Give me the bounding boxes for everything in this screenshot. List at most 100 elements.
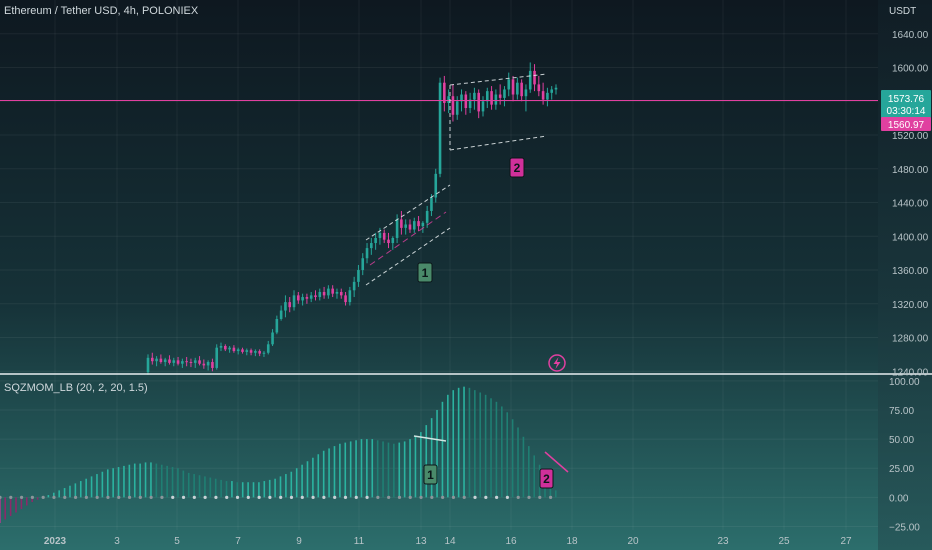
- momentum-bar: [220, 479, 222, 498]
- channel-1-midline[interactable]: [369, 211, 447, 266]
- time-tick-label: 25: [778, 536, 790, 547]
- candle-body: [511, 79, 515, 95]
- candle-body: [266, 344, 270, 353]
- momentum-bar: [447, 394, 449, 498]
- candle-body: [301, 297, 304, 301]
- candle: [150, 352, 154, 365]
- price-tick-label: 1600.00: [892, 64, 929, 75]
- momentum-bar: [263, 481, 266, 498]
- candle: [275, 315, 279, 335]
- candle-body: [215, 347, 219, 368]
- momentum-bar: [355, 440, 357, 498]
- momentum-bar: [344, 442, 347, 498]
- channel-2-upper[interactable]: [449, 73, 548, 86]
- candle: [357, 264, 360, 287]
- momentum-bar: [366, 439, 368, 498]
- squeeze-dot: [354, 495, 358, 499]
- momentum-bar: [139, 463, 141, 498]
- time-tick-label: 13: [415, 536, 427, 547]
- squeeze-dot: [149, 495, 153, 499]
- price-tick-label: 1400.00: [892, 232, 929, 243]
- candle-body: [443, 82, 446, 103]
- candle-body: [146, 357, 150, 373]
- channel-1-lower[interactable]: [365, 227, 451, 286]
- momentum-bar: [517, 427, 519, 498]
- price-tick-label: 1240.00: [892, 367, 929, 378]
- candle: [314, 290, 317, 301]
- momentum-bar: [555, 490, 557, 498]
- squeeze-dot: [203, 495, 207, 499]
- time-tick-label: 27: [840, 536, 852, 547]
- squeeze-dot: [19, 495, 24, 499]
- level-price-tag: 1560.97: [881, 117, 931, 131]
- candle: [421, 221, 425, 233]
- squeeze-dot: [343, 495, 348, 499]
- candle-body: [430, 197, 433, 211]
- momentum-divergence-line-pink[interactable]: [544, 451, 569, 473]
- candle: [503, 86, 506, 107]
- squeeze-dot: [289, 495, 294, 499]
- candle: [305, 293, 309, 304]
- candle: [258, 349, 261, 357]
- oscillator-axis[interactable]: 100.00 75.00 50.00 25.00 0.00 −25.00: [889, 377, 920, 534]
- momentum-bar: [414, 436, 417, 498]
- momentum-bar: [150, 462, 152, 498]
- candle-body: [473, 92, 476, 100]
- momentum-bar: [117, 467, 120, 498]
- channel-1-upper[interactable]: [365, 184, 451, 241]
- candle-body: [309, 295, 313, 299]
- candle-body: [275, 318, 279, 333]
- wave-label-2-price: 2: [509, 157, 525, 178]
- candle-body: [193, 360, 197, 363]
- candle-body: [258, 351, 261, 354]
- candle-body: [477, 92, 480, 112]
- candle: [550, 86, 554, 100]
- candle-body: [271, 332, 274, 345]
- candle: [528, 62, 532, 93]
- candle-body: [421, 222, 425, 227]
- momentum-bar: [274, 478, 276, 498]
- candle-body: [150, 357, 154, 362]
- momentum-divergence-line-green[interactable]: [413, 435, 447, 442]
- candle-body: [262, 352, 266, 354]
- candle: [481, 96, 485, 117]
- candle: [511, 75, 515, 102]
- momentum-bar: [501, 406, 503, 498]
- momentum-bar: [382, 441, 384, 498]
- time-axis[interactable]: 2023 3 5 7 9 11 13 14 16 18 20 23 25 27: [44, 536, 852, 547]
- momentum-bar: [193, 474, 195, 498]
- trend-channel-drawings[interactable]: [365, 73, 548, 286]
- candle-body: [464, 94, 468, 109]
- candle-body: [533, 70, 536, 85]
- momentum-bar: [430, 418, 433, 498]
- momentum-bar: [9, 497, 12, 517]
- candle-body: [382, 232, 386, 240]
- candle-body: [232, 347, 236, 352]
- squeeze-dot: [160, 495, 164, 499]
- candle: [485, 87, 489, 109]
- candle: [344, 291, 347, 306]
- momentum-bar: [393, 443, 395, 498]
- candle-body: [451, 96, 455, 115]
- channel-2-lower[interactable]: [449, 135, 548, 151]
- lightning-icon[interactable]: [548, 354, 566, 372]
- squeeze-dot: [484, 495, 488, 499]
- time-tick-label: 11: [354, 536, 365, 547]
- candle: [318, 288, 322, 301]
- candle: [473, 87, 476, 110]
- candle: [537, 75, 541, 97]
- candle-body: [455, 101, 459, 115]
- squeeze-dot: [192, 495, 196, 499]
- candle: [391, 236, 395, 250]
- momentum-bar: [511, 419, 514, 498]
- wave-label-1-price: 1: [417, 262, 433, 283]
- squeeze-dot: [117, 495, 121, 499]
- candle: [468, 92, 472, 114]
- squeeze-dot: [63, 495, 67, 499]
- momentum-bar: [0, 497, 1, 524]
- squeeze-dot: [138, 495, 142, 499]
- momentum-bar: [328, 448, 330, 498]
- squeeze-dot: [538, 495, 542, 499]
- candle-body: [447, 96, 450, 103]
- candle: [370, 237, 373, 255]
